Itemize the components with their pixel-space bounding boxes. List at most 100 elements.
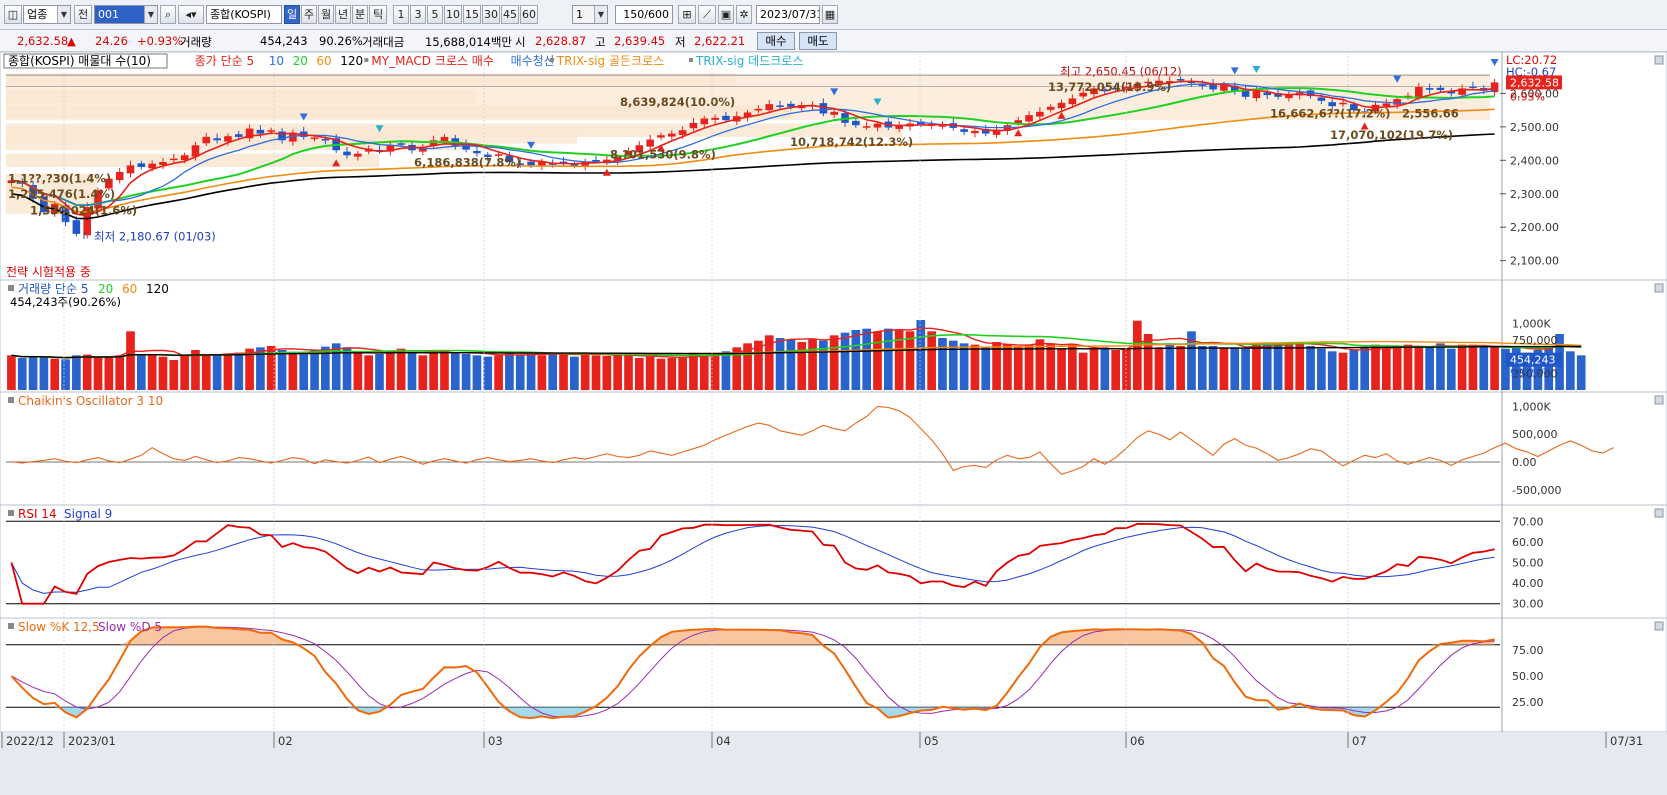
date-field[interactable]: 2023/07/31 bbox=[756, 5, 820, 24]
market-scope-button[interactable]: 전 bbox=[74, 5, 92, 24]
candle-body bbox=[126, 165, 135, 174]
panel-expand-icon[interactable] bbox=[1654, 508, 1664, 518]
candle-body bbox=[278, 131, 286, 141]
candle-body bbox=[105, 178, 113, 189]
sell-button[interactable]: 매도 bbox=[799, 32, 837, 50]
volume-bar bbox=[472, 355, 482, 390]
panel-expand-icon[interactable] bbox=[1654, 621, 1664, 631]
volume-bar bbox=[710, 352, 720, 390]
drawing-tools-icon[interactable]: ⊞ bbox=[678, 5, 696, 24]
interval-10-button[interactable]: 10 bbox=[444, 5, 462, 24]
period-tick-button[interactable]: 틱 bbox=[369, 5, 387, 24]
candle-body bbox=[1252, 91, 1261, 99]
interval-5-button[interactable]: 5 bbox=[427, 5, 443, 24]
volume-bar bbox=[1306, 346, 1315, 390]
volume-bar bbox=[645, 356, 655, 390]
volume-tick-label: 250,000 bbox=[1512, 367, 1558, 380]
line-tool-icon[interactable]: ⟋ bbox=[698, 5, 716, 24]
interval-1-button[interactable]: 1 bbox=[393, 5, 409, 24]
x-tick-label: 02 bbox=[278, 734, 293, 748]
candle-body bbox=[1209, 83, 1217, 90]
interval-60-button[interactable]: 60 bbox=[520, 5, 538, 24]
volume-bar bbox=[39, 357, 49, 390]
volume-bar bbox=[775, 338, 785, 390]
candle-body bbox=[180, 155, 189, 160]
high-annotation: 최고 2,650.45 (06/12) bbox=[1060, 65, 1182, 79]
market-select[interactable]: 업종 ▼ bbox=[23, 5, 71, 24]
buy-button[interactable]: 매수 bbox=[757, 32, 795, 50]
volume-bar bbox=[526, 354, 536, 390]
price-legend: 종합(KOSPI) 매물대 수(10) 종가 단순 5 10 20 60 120 MY_MA… bbox=[3, 53, 803, 69]
volume-bar bbox=[169, 360, 179, 390]
period-month-button[interactable]: 월 bbox=[318, 5, 334, 24]
x-tick-label: 07/31 bbox=[1610, 734, 1643, 748]
legend-sep bbox=[549, 58, 554, 62]
price-legend-item: 종가 단순 5 bbox=[195, 54, 254, 68]
settings-icon[interactable]: ✲ bbox=[736, 5, 752, 24]
chevron-down-icon[interactable]: ▼ bbox=[57, 6, 70, 23]
candle-body bbox=[1447, 91, 1456, 94]
code-input[interactable]: 001 ▼ bbox=[94, 5, 158, 24]
candle-body bbox=[1068, 98, 1077, 105]
period-week-button[interactable]: 주 bbox=[301, 5, 317, 24]
volume-bar bbox=[461, 354, 471, 390]
interval-input[interactable]: 1 ▼ bbox=[572, 5, 608, 24]
rsi-signal-line bbox=[10, 524, 1495, 594]
save-icon[interactable]: ▣ bbox=[718, 5, 734, 24]
interval-15-button[interactable]: 15 bbox=[463, 5, 481, 24]
stoch-k-line bbox=[10, 625, 1495, 720]
speaker-icon[interactable]: ◂▾ bbox=[178, 5, 204, 24]
volume-bar bbox=[927, 331, 936, 390]
volume-bar bbox=[732, 347, 742, 390]
sell-signal-arrow bbox=[830, 88, 839, 96]
interval-30-button[interactable]: 30 bbox=[482, 5, 500, 24]
interval-input-value: 1 bbox=[576, 8, 583, 21]
candle-body bbox=[678, 130, 687, 135]
chevron-down-icon[interactable]: ▼ bbox=[594, 6, 607, 23]
volume-bar bbox=[1533, 350, 1543, 390]
price-legend-item: TRIX-sig 골든크로스 bbox=[556, 54, 664, 68]
price-tick-label: 2,400.00 bbox=[1510, 154, 1559, 167]
volume-bar bbox=[938, 338, 947, 390]
candle-body bbox=[624, 150, 633, 155]
volume-bar bbox=[223, 355, 233, 390]
price-legend-item: 종합(KOSPI) 매물대 수(10) bbox=[8, 54, 151, 68]
last-pct-label: 0.93% bbox=[1510, 90, 1545, 103]
search-icon[interactable]: ⌕ bbox=[160, 5, 176, 24]
panel-toggle-icon[interactable]: ◫ bbox=[4, 5, 22, 24]
volume-bar bbox=[288, 352, 298, 390]
ma60-line bbox=[11, 108, 1495, 213]
calendar-icon[interactable]: ▦ bbox=[822, 5, 838, 24]
interval-45-button[interactable]: 45 bbox=[501, 5, 519, 24]
volume-bar bbox=[1078, 352, 1088, 390]
period-minute-button[interactable]: 분 bbox=[352, 5, 368, 24]
candle-body bbox=[1155, 80, 1163, 84]
period-year-button[interactable]: 년 bbox=[335, 5, 351, 24]
panel-expand-icon[interactable] bbox=[1654, 55, 1664, 65]
volume-bar bbox=[1176, 346, 1185, 390]
stock-chart[interactable]: 1,1??,?30(1.4%)1,235,476(1.4%) 1,530,024(… bbox=[0, 52, 1667, 795]
interval-3-button[interactable]: 3 bbox=[410, 5, 426, 24]
candle-body bbox=[581, 161, 589, 167]
volume-bar bbox=[115, 355, 125, 390]
panel-expand-icon[interactable] bbox=[1654, 283, 1664, 293]
count-field[interactable]: 150/600 bbox=[615, 5, 673, 24]
candle-body bbox=[538, 161, 546, 167]
candle-body bbox=[473, 150, 481, 154]
candle-body bbox=[873, 123, 882, 128]
volume-bar bbox=[256, 347, 265, 390]
volume-bar bbox=[1436, 343, 1445, 390]
low-value: 2,622.21 bbox=[694, 34, 746, 48]
candle-body bbox=[170, 158, 178, 161]
candle-body bbox=[527, 161, 535, 166]
chaikin-tick-label: 0.00 bbox=[1512, 456, 1537, 469]
panel-rsi bbox=[0, 504, 1667, 619]
volume-bar bbox=[72, 355, 81, 390]
period-day-button[interactable]: 일 bbox=[284, 5, 300, 24]
candle-body bbox=[635, 145, 644, 153]
volume-bar bbox=[321, 346, 330, 390]
chevron-down-icon[interactable]: ▼ bbox=[144, 6, 157, 23]
volume-bar bbox=[234, 352, 244, 390]
volume-bar bbox=[126, 331, 135, 390]
panel-expand-icon[interactable] bbox=[1654, 395, 1664, 405]
